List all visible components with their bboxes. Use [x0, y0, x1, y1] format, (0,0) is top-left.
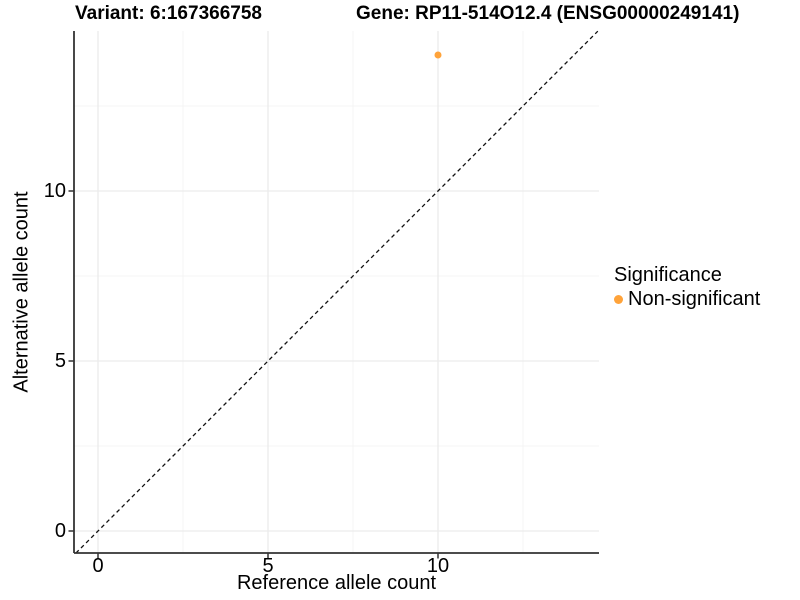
plot-title-gene: Gene: RP11-514O12.4 (ENSG00000249141) [356, 3, 740, 24]
x-tick-label: 10 [426, 555, 450, 577]
data-point-non-significant [434, 51, 442, 59]
x-tick-label: 0 [92, 555, 104, 577]
legend-point-icon [614, 294, 623, 304]
legend-title: Significance [614, 264, 722, 286]
legend-item-non-significant: Non-significant [614, 287, 760, 311]
identity-dashed-line [75, 30, 599, 554]
plot-title-variant: Variant: 6:167366758 [75, 3, 262, 24]
legend-item-label: Non-significant [628, 288, 761, 310]
y-tick-label: 10 [43, 180, 66, 202]
x-tick-label: 5 [262, 555, 274, 577]
y-tick-label: 5 [54, 350, 66, 372]
y-tick-label: 0 [54, 520, 66, 542]
legend: Significance Non-significant [614, 263, 760, 311]
x-axis-label: Reference allele count [236, 572, 436, 594]
